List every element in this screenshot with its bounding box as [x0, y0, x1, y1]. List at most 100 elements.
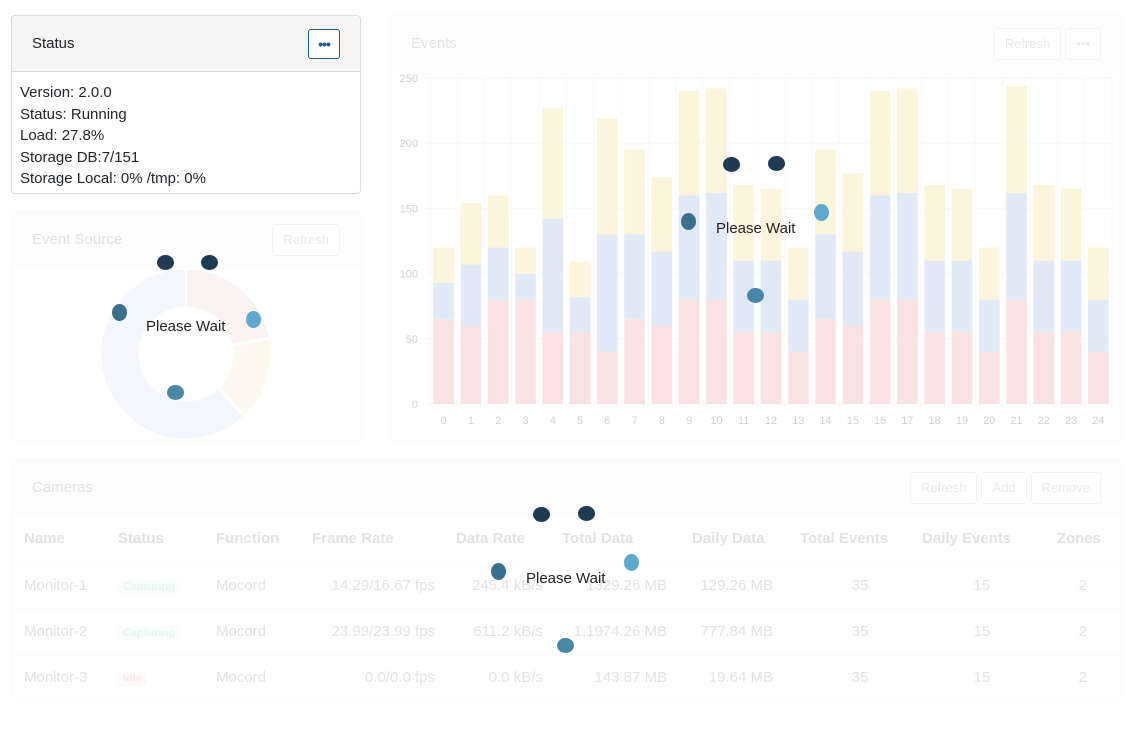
- row-name[interactable]: Monitor-3: [24, 668, 88, 686]
- row-daily-data: 19.64 MB: [708, 668, 773, 686]
- row-name[interactable]: Monitor-1: [24, 576, 88, 594]
- status-info: Version: 2.0.0 Status: Running Load: 27.…: [12, 72, 360, 200]
- bar-yellow-16: [869, 91, 891, 196]
- bar-red-4: [542, 332, 564, 404]
- event-source-donut-chart: [98, 266, 274, 442]
- cameras-loading-text: Please Wait: [526, 570, 606, 587]
- status-badge: Capturing: [118, 579, 180, 594]
- x-tick-label: 13: [792, 415, 804, 427]
- col-function[interactable]: Function: [216, 530, 280, 548]
- row-data-rate: 245.4 kB/s: [472, 576, 543, 594]
- y-tick-label: 100: [400, 269, 418, 281]
- spinner-dot: [747, 288, 764, 303]
- bar-yellow-2: [487, 195, 509, 248]
- bar-red-14: [815, 319, 836, 404]
- bar-red-17: [897, 299, 918, 404]
- bar-red-18: [924, 332, 946, 404]
- row-daily-data: 129.26 MB: [700, 576, 773, 594]
- bar-yellow-12: [760, 188, 782, 261]
- status-storage-db: Storage DB:7/151: [20, 148, 140, 166]
- bar-blue-8: [651, 251, 673, 326]
- events-more-button[interactable]: •••: [1065, 27, 1101, 60]
- spinner-dot: [112, 304, 127, 321]
- bar-yellow-22: [1033, 184, 1055, 261]
- row-data-rate: 611.2 kB/s: [473, 622, 543, 640]
- x-tick-label: 9: [686, 415, 692, 427]
- col-total-events[interactable]: Total Events: [800, 530, 889, 548]
- row-daily-events: 15: [973, 668, 991, 686]
- bar-blue-19: [951, 260, 973, 333]
- bar-blue-23: [1060, 260, 1082, 333]
- row-function: Mocord: [216, 668, 267, 686]
- col-daily-events[interactable]: Daily Events: [922, 530, 1012, 548]
- col-daily-data[interactable]: Daily Data: [692, 530, 765, 548]
- row-frame-rate: 14.29/16.67 fps: [331, 576, 435, 594]
- bar-yellow-24: [1087, 247, 1109, 300]
- bar-blue-13: [787, 299, 809, 352]
- row-zones: 2: [1078, 576, 1087, 594]
- bar-yellow-17: [897, 88, 918, 193]
- row-name[interactable]: Monitor-2: [24, 622, 88, 640]
- bar-yellow-11: [733, 184, 755, 261]
- col-name[interactable]: Name: [24, 530, 65, 548]
- events-refresh-button[interactable]: Refresh: [993, 27, 1062, 60]
- bar-red-16: [869, 299, 891, 404]
- row-total-events: 35: [851, 668, 869, 686]
- bar-yellow-21: [1006, 85, 1027, 193]
- x-tick-label: 15: [847, 415, 859, 427]
- bar-yellow-0: [433, 247, 455, 283]
- bar-red-23: [1060, 332, 1082, 404]
- event-source-card: Event Source Refresh: [11, 211, 361, 441]
- x-tick-label: 24: [1092, 415, 1104, 427]
- bar-red-10: [706, 299, 727, 404]
- cameras-title: Cameras: [32, 479, 93, 496]
- bar-red-12: [760, 332, 782, 404]
- event-source-refresh-button[interactable]: Refresh: [272, 223, 340, 256]
- col-zones[interactable]: Zones: [1056, 530, 1101, 548]
- bar-blue-15: [842, 251, 864, 326]
- bar-red-22: [1033, 332, 1055, 404]
- donut-slice-blue: [98, 266, 247, 442]
- status-more-button[interactable]: •••: [308, 28, 340, 59]
- x-tick-label: 2: [495, 415, 501, 427]
- x-tick-label: 8: [659, 415, 665, 427]
- x-tick-label: 6: [604, 415, 610, 427]
- spinner-dot: [533, 507, 550, 522]
- x-tick-label: 0: [441, 415, 447, 427]
- bar-red-1: [460, 325, 482, 404]
- cameras-header: Cameras Refresh Add Remove: [12, 460, 1121, 516]
- x-tick-label: 16: [874, 415, 886, 427]
- bar-blue-4: [542, 218, 564, 333]
- spinner-dot: [157, 255, 174, 270]
- spinner-dot: [246, 311, 261, 328]
- cameras-add-button[interactable]: Add: [981, 471, 1027, 504]
- x-tick-label: 20: [983, 415, 995, 427]
- bar-blue-9: [678, 195, 700, 300]
- y-tick-label: 250: [400, 73, 418, 85]
- bar-blue-2: [487, 247, 509, 300]
- bar-blue-24: [1087, 299, 1109, 352]
- col-total-data[interactable]: Total Data: [562, 530, 634, 548]
- row-function: Mocord: [216, 622, 267, 640]
- bar-red-11: [733, 332, 755, 404]
- col-data-rate[interactable]: Data Rate: [456, 530, 526, 548]
- events-loading-text: Please Wait: [716, 220, 796, 237]
- x-tick-label: 11: [738, 415, 749, 427]
- bar-yellow-9: [678, 91, 700, 196]
- col-frame-rate[interactable]: Frame Rate: [312, 530, 394, 548]
- table-row[interactable]: Monitor-3 Idle Mocord 0.0/0.0 fps 0.0 kB…: [12, 654, 1121, 700]
- col-status[interactable]: Status: [118, 530, 164, 548]
- table-row[interactable]: Monitor-2 Capturing Mocord 23.99/23.99 f…: [12, 608, 1121, 654]
- events-header: Events Refresh •••: [391, 16, 1121, 72]
- cameras-remove-button[interactable]: Remove: [1030, 471, 1101, 504]
- spinner-dot: [578, 506, 595, 521]
- cameras-table: Name Status Function Frame Rate Data Rat…: [12, 516, 1121, 700]
- table-row[interactable]: Monitor-1 Capturing Mocord 14.29/16.67 f…: [12, 562, 1121, 608]
- bar-yellow-14: [815, 149, 836, 235]
- status-card-title: Status: [32, 35, 75, 52]
- bar-blue-14: [815, 234, 836, 320]
- cameras-refresh-button[interactable]: Refresh: [909, 471, 978, 504]
- bar-red-15: [842, 325, 864, 404]
- bar-red-3: [515, 299, 536, 404]
- row-daily-data: 777.84 MB: [700, 622, 773, 640]
